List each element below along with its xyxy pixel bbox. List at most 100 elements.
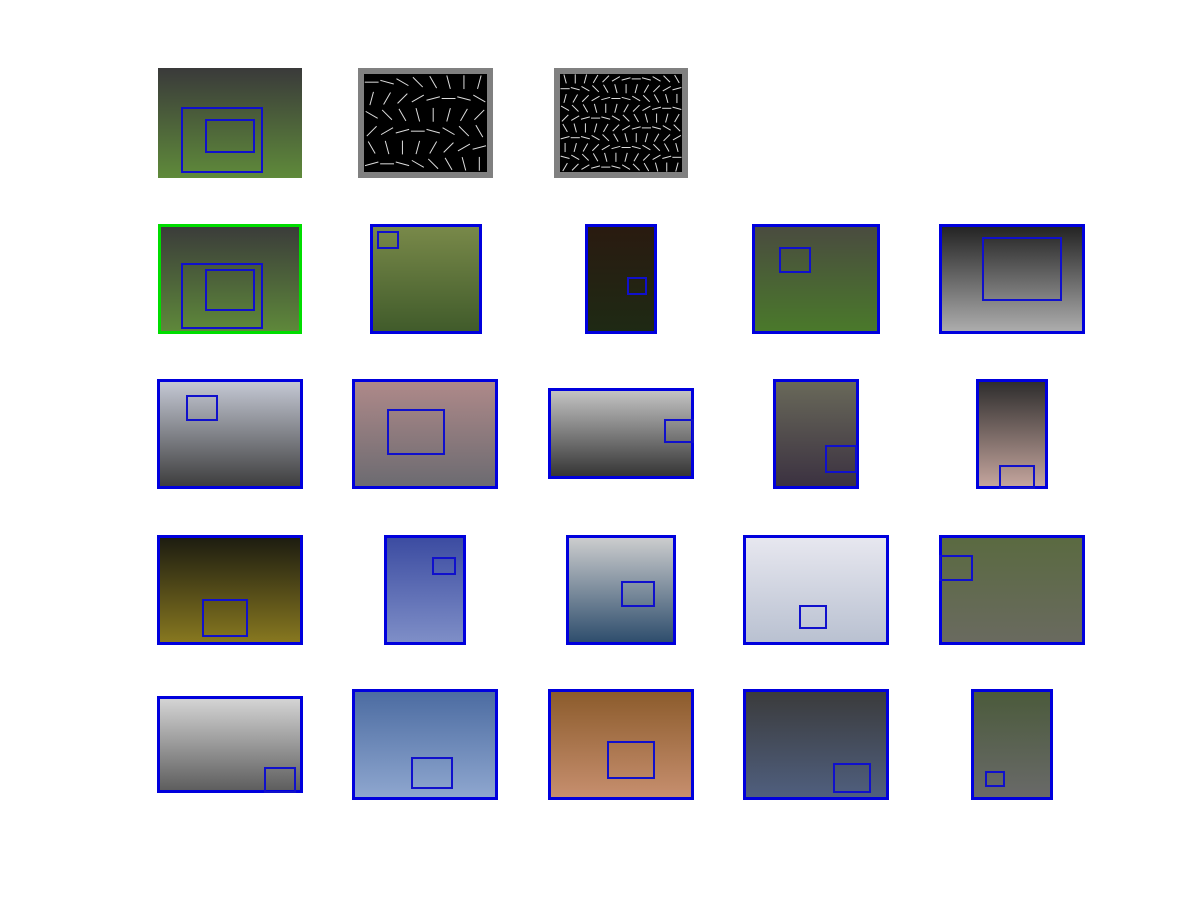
photo (743, 535, 889, 645)
hog-stroke (429, 75, 438, 89)
hog-stroke (663, 75, 671, 83)
detection-box (205, 269, 255, 311)
photo-frame (548, 689, 694, 800)
photo-frame (370, 224, 482, 334)
hog-stroke (582, 143, 589, 152)
hog-stroke (398, 108, 407, 122)
photo (158, 224, 302, 334)
hog-stroke (642, 94, 651, 103)
detection-box (982, 237, 1062, 301)
hog-stroke (663, 134, 671, 142)
hog-stroke (477, 75, 482, 89)
hog-stroke (674, 74, 680, 84)
hog-stroke (611, 145, 621, 150)
hog-stroke (592, 153, 599, 162)
photo (743, 689, 889, 800)
hog-stroke (611, 165, 621, 169)
photo-frame (158, 224, 302, 334)
photo-frame (566, 535, 676, 645)
hog-stroke (412, 76, 424, 88)
hog-stroke (427, 158, 439, 170)
hog-stroke (560, 155, 570, 159)
detection-box (664, 419, 694, 443)
hog-stroke (560, 136, 570, 140)
hog-stroke (582, 104, 589, 113)
hog-stroke (624, 152, 628, 162)
hog-stroke (644, 133, 649, 143)
hog-cells (560, 74, 682, 172)
hog-stroke (367, 141, 376, 154)
hog-stroke (602, 134, 610, 142)
hog-stroke (571, 154, 580, 161)
photo (548, 689, 694, 800)
hog-stroke (396, 78, 409, 87)
photo (976, 379, 1048, 489)
hog-stroke (411, 94, 425, 103)
hog-stroke (621, 164, 631, 170)
hog-stroke (364, 161, 379, 167)
hog-stroke (672, 87, 682, 91)
hog-stroke (380, 79, 394, 85)
hog-stroke (641, 77, 651, 81)
hog-stroke (581, 85, 590, 92)
photo (352, 379, 498, 489)
hog-stroke (458, 125, 470, 137)
hog-stroke (573, 123, 577, 133)
hog-stroke (621, 125, 631, 131)
hog-stroke (395, 128, 410, 134)
detection-box (607, 741, 655, 779)
hog-cells (364, 74, 487, 172)
hog-stroke (591, 85, 600, 93)
hog-stroke (562, 162, 568, 172)
detection-box (186, 395, 218, 421)
hog-stroke (601, 144, 610, 151)
hog-stroke (634, 84, 638, 94)
hog-stroke (442, 127, 455, 136)
hog-stroke (654, 162, 659, 172)
photo-frame (773, 379, 859, 489)
hog-stroke (446, 75, 451, 89)
hog-stroke (380, 127, 394, 136)
hog-stroke (475, 124, 484, 138)
photo-frame (939, 535, 1085, 645)
hog-stroke (474, 109, 485, 121)
hog-stroke (633, 153, 639, 162)
photo (384, 535, 466, 645)
hog-stroke (623, 104, 629, 113)
hog-stroke (457, 143, 471, 152)
hog-stroke (444, 157, 453, 171)
photo-frame (971, 689, 1053, 800)
detection-box (411, 757, 453, 789)
hog-stroke (642, 105, 651, 112)
hog-stroke (631, 126, 641, 130)
hog-stroke (604, 152, 608, 162)
hog-stroke (632, 163, 640, 171)
photo-frame (939, 224, 1085, 334)
hog-stroke (662, 155, 672, 159)
hog-stroke (426, 128, 440, 134)
hog-stroke (443, 142, 454, 153)
hog-stroke (571, 115, 580, 121)
hog-stroke (662, 125, 671, 131)
hog-stroke (653, 94, 660, 103)
photo-frame (157, 696, 303, 793)
photo-frame (743, 689, 889, 800)
hog-stroke (642, 153, 651, 161)
hog-stroke (652, 126, 662, 130)
photo (939, 535, 1085, 645)
hog-stroke (624, 133, 628, 143)
hog-stroke (632, 104, 640, 112)
detection-box (264, 767, 296, 793)
hog-stroke (563, 93, 567, 104)
hog-stroke (581, 164, 590, 170)
hog-stroke (652, 106, 662, 110)
hog-stroke (383, 92, 391, 105)
hog-stroke (631, 145, 641, 150)
detection-box (833, 763, 871, 793)
hog-stroke (397, 93, 408, 104)
detection-box (627, 277, 647, 295)
hog-stroke (672, 106, 682, 110)
photo-frame (585, 224, 657, 334)
